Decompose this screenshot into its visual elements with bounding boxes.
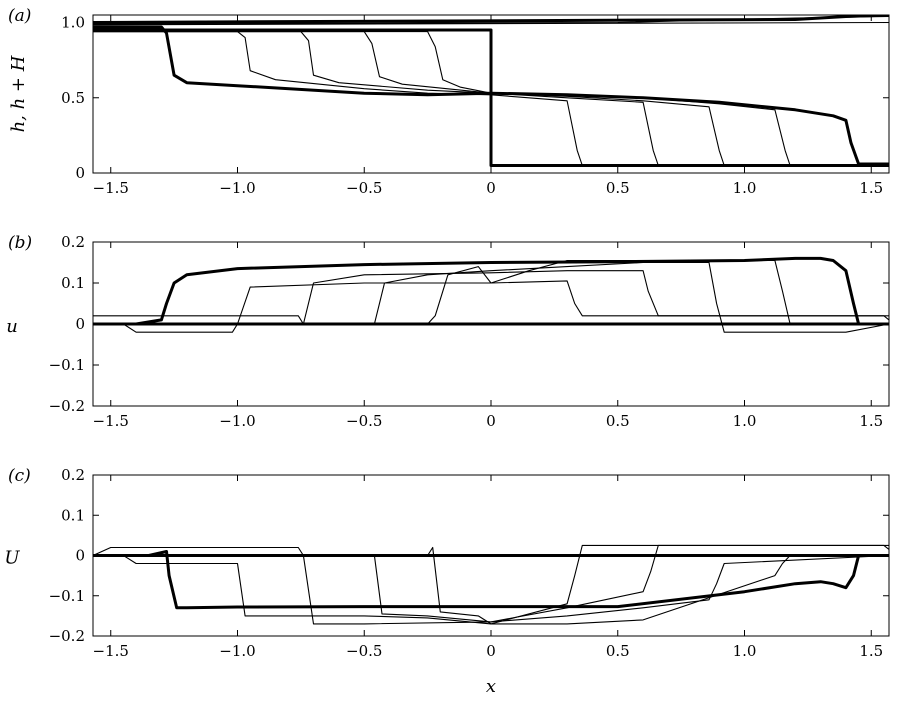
x-tick-label: −0.5	[346, 412, 382, 430]
panel-label: (a)	[8, 6, 31, 26]
y-tick-label: 1.0	[61, 14, 85, 32]
x-tick-label: −1.5	[93, 412, 129, 430]
y-tick-label: −0.2	[49, 627, 85, 645]
x-tick-label: −1.5	[93, 179, 129, 197]
y-axis-label: u	[6, 316, 18, 337]
x-tick-label: 1.0	[733, 412, 757, 430]
y-tick-label: −0.1	[49, 356, 85, 374]
x-tick-label: 0.5	[606, 642, 630, 660]
y-tick-label: −0.1	[49, 587, 85, 605]
x-tick-label: −1.0	[219, 179, 255, 197]
y-tick-label: 0.2	[61, 466, 85, 484]
panel-label: (c)	[8, 466, 31, 486]
x-tick-label: −1.0	[219, 412, 255, 430]
x-tick-label: −0.5	[346, 179, 382, 197]
series-line-intermediate	[93, 544, 889, 625]
x-tick-label: 0	[486, 412, 496, 430]
panel-a: −1.5 −1.0 −0.5 0 0.5 1.0 1.5 0 0.5 1.0 (a) h, h + H	[8, 6, 890, 197]
y-tick-label: 0	[75, 547, 85, 565]
x-tick-label: 1.5	[859, 642, 883, 660]
panel-b: −1.5 −1.0 −0.5 0 0.5 1.0 1.5 −0.2 −0.1 0 0.1 0.2 (b)…	[6, 233, 890, 430]
series-line-final	[93, 550, 889, 610]
y-axis-label: h, h + H	[8, 55, 29, 132]
y-tick-label: 0.1	[61, 274, 85, 292]
x-tick-label: 0	[486, 179, 496, 197]
x-tick-label: 1.5	[859, 412, 883, 430]
y-tick-label: 0	[75, 164, 85, 182]
x-tick-label: 0	[486, 642, 496, 660]
y-tick-label: 0.2	[61, 233, 85, 251]
x-tick-label: −1.0	[219, 642, 255, 660]
panel-label: (b)	[8, 233, 32, 253]
y-tick-label: 0	[75, 315, 85, 333]
x-tick-label: 1.5	[859, 179, 883, 197]
x-axis-label: x	[486, 676, 496, 697]
series-line-intermediate	[93, 31, 889, 167]
x-tick-label: 1.0	[733, 179, 757, 197]
series-line-initial	[93, 28, 889, 167]
y-tick-label: −0.2	[49, 397, 85, 415]
x-tick-label: −1.5	[93, 642, 129, 660]
y-axis-label: U	[4, 548, 20, 569]
series-line-intermediate	[93, 31, 889, 167]
x-tick-label: 0.5	[606, 412, 630, 430]
series-line-intermediate	[93, 259, 889, 325]
series-line-intermediate	[93, 31, 889, 167]
x-tick-label: 1.0	[733, 642, 757, 660]
x-tick-label: 0.5	[606, 179, 630, 197]
series-line-intermediate-surface	[93, 15, 889, 25]
x-tick-label: −0.5	[346, 642, 382, 660]
panel-c: −1.5 −1.0 −0.5 0 0.5 1.0 1.5 −0.2 −0.1 0 0.1 0.2 (c)…	[4, 466, 890, 697]
series-line-final	[93, 256, 889, 326]
series-line-intermediate	[93, 270, 889, 325]
series-line-intermediate	[93, 31, 889, 167]
series-line-intermediate-surface	[93, 21, 889, 26]
series-line-intermediate	[93, 546, 889, 625]
series-line-intermediate	[93, 544, 889, 625]
y-tick-label: 0.1	[61, 506, 85, 524]
y-tick-label: 0.5	[61, 89, 85, 107]
